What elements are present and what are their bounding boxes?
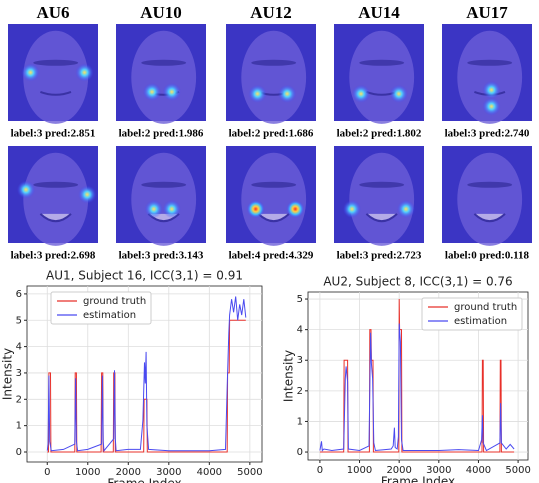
eyes bbox=[33, 181, 79, 188]
heat-spot bbox=[343, 200, 361, 219]
heat-spot bbox=[17, 180, 35, 199]
eyes bbox=[251, 59, 297, 66]
x-tick-label: 0 bbox=[317, 465, 323, 476]
face bbox=[349, 152, 415, 246]
series-line bbox=[47, 319, 246, 453]
face bbox=[349, 30, 415, 124]
x-axis-label: Frame Index bbox=[107, 477, 181, 483]
column-header: AU17 bbox=[466, 3, 508, 22]
y-axis-label: Intensity bbox=[1, 348, 15, 400]
legend-label: estimation bbox=[83, 310, 136, 321]
heat-spot bbox=[21, 63, 40, 82]
y-tick-label: 5 bbox=[16, 315, 22, 326]
x-tick-label: 1000 bbox=[347, 465, 372, 476]
eyes bbox=[251, 181, 297, 188]
caption: label:3 pred:2.851 bbox=[11, 128, 96, 140]
x-tick-label: 5000 bbox=[505, 465, 530, 476]
eyes bbox=[467, 181, 513, 188]
y-tick-label: 1 bbox=[16, 421, 22, 432]
face bbox=[457, 30, 523, 124]
series-line bbox=[319, 298, 515, 453]
legend-box bbox=[421, 297, 523, 331]
y-tick-label: 4 bbox=[16, 342, 22, 353]
legend-label: ground truth bbox=[83, 296, 146, 307]
caption: label:2 pred:1.986 bbox=[119, 128, 204, 140]
chart-title: AU2, Subject 8, ICC(3,1) = 0.76 bbox=[323, 275, 512, 289]
x-tick-label: 1000 bbox=[75, 467, 100, 478]
column-header: AU12 bbox=[250, 3, 292, 22]
face bbox=[241, 30, 307, 124]
x-tick-label: 5000 bbox=[237, 467, 262, 478]
y-tick-label: 2 bbox=[297, 386, 303, 397]
face bbox=[457, 152, 523, 246]
mouth bbox=[39, 213, 72, 223]
y-tick-label: 6 bbox=[16, 289, 22, 300]
y-tick-label: 0 bbox=[16, 447, 22, 458]
x-tick-label: 3000 bbox=[156, 467, 181, 478]
legend-label: estimation bbox=[454, 316, 507, 327]
caption: label:3 pred:2.723 bbox=[337, 250, 422, 262]
legend-box bbox=[50, 291, 152, 325]
eyes bbox=[141, 181, 187, 188]
face bbox=[241, 152, 307, 246]
face bbox=[23, 30, 89, 124]
heat-spot bbox=[143, 82, 161, 101]
y-axis-label: Intensity bbox=[282, 350, 296, 402]
mouth bbox=[40, 90, 72, 96]
caption: label:0 pred:0.118 bbox=[445, 250, 530, 262]
eyes bbox=[467, 59, 513, 66]
y-tick-label: 5 bbox=[297, 294, 303, 305]
x-tick-label: 4000 bbox=[197, 467, 222, 478]
y-tick-label: 4 bbox=[297, 325, 303, 336]
caption: label:3 pred:2.698 bbox=[11, 250, 96, 262]
heat-spot bbox=[246, 200, 265, 219]
caption: label:3 pred:3.143 bbox=[119, 250, 204, 262]
eyes bbox=[141, 59, 187, 66]
heat-spot bbox=[162, 200, 181, 219]
face bbox=[131, 152, 197, 246]
heat-spot bbox=[352, 84, 370, 103]
x-tick-label: 4000 bbox=[466, 465, 491, 476]
legend-label: ground truth bbox=[454, 302, 517, 313]
series-line bbox=[46, 296, 247, 452]
heat-spot bbox=[162, 82, 181, 101]
face bbox=[23, 152, 89, 246]
y-tick-label: 1 bbox=[297, 416, 303, 427]
column-header: AU10 bbox=[140, 3, 182, 22]
eyes bbox=[359, 181, 405, 188]
x-tick-label: 2000 bbox=[386, 465, 411, 476]
caption: label:4 pred:4.329 bbox=[229, 250, 314, 262]
x-axis-label: Frame Index bbox=[381, 475, 455, 483]
heat-spot bbox=[248, 84, 267, 103]
caption: label:3 pred:2.740 bbox=[445, 128, 530, 140]
x-tick-label: 2000 bbox=[116, 467, 141, 478]
column-header: AU6 bbox=[36, 3, 69, 22]
caption: label:2 pred:1.686 bbox=[229, 128, 314, 140]
eyes bbox=[359, 59, 405, 66]
chart-title: AU1, Subject 16, ICC(3,1) = 0.91 bbox=[46, 269, 243, 283]
column-header: AU14 bbox=[358, 3, 400, 22]
caption: label:2 pred:1.802 bbox=[337, 128, 422, 140]
x-tick-label: 3000 bbox=[426, 465, 451, 476]
heat-spot bbox=[482, 80, 501, 99]
heat-spot bbox=[75, 63, 94, 82]
x-tick-label: 0 bbox=[44, 467, 50, 478]
mouth bbox=[473, 213, 506, 223]
heat-spot bbox=[397, 200, 415, 219]
heat-spot bbox=[482, 97, 501, 116]
y-tick-label: 3 bbox=[16, 368, 22, 379]
heat-spot bbox=[278, 84, 297, 103]
series-line bbox=[319, 323, 515, 452]
mouth bbox=[365, 213, 398, 223]
heat-spot bbox=[144, 200, 163, 219]
heat-spot bbox=[389, 84, 408, 103]
y-tick-label: 3 bbox=[297, 355, 303, 366]
heat-spot bbox=[78, 185, 97, 204]
heat-spot bbox=[286, 200, 305, 219]
eyes bbox=[33, 59, 79, 66]
y-tick-label: 0 bbox=[297, 447, 303, 458]
face bbox=[131, 30, 197, 124]
y-tick-label: 2 bbox=[16, 394, 22, 405]
